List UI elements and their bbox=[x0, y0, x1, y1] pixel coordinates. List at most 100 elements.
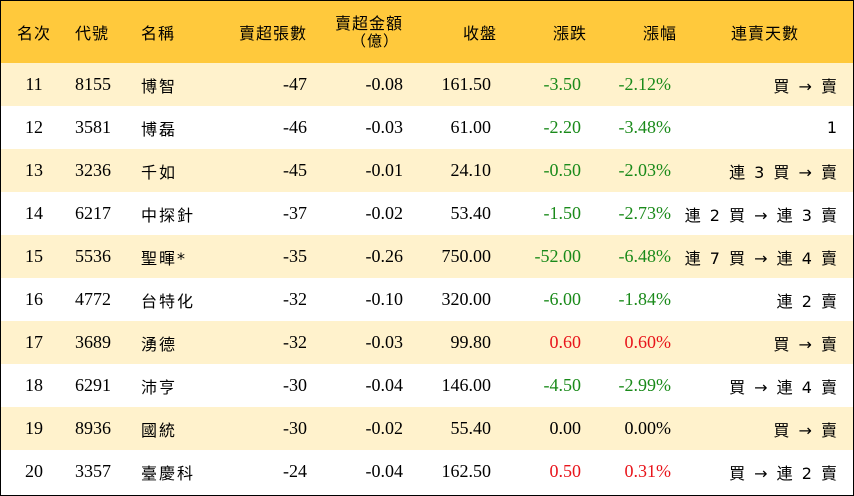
cell-net-sell-lots: -30 bbox=[283, 375, 307, 395]
cell-stock-name: 臺慶科 bbox=[141, 463, 196, 483]
cell-stock-name: 台特化 bbox=[141, 291, 196, 311]
cell-rank: 18 bbox=[25, 375, 43, 395]
cell-stock-code: 3689 bbox=[75, 332, 111, 352]
cell-price-change-pct: -6.48% bbox=[618, 246, 672, 266]
cell-stock-name: 中探針 bbox=[141, 205, 196, 225]
cell-price-change: -6.00 bbox=[543, 289, 582, 309]
cell-streak: 買 → 賣 bbox=[773, 420, 839, 440]
cell-price-change-pct: -2.12% bbox=[618, 74, 672, 94]
cell-streak: 買 → 賣 bbox=[773, 76, 839, 96]
cell-close-price: 146.00 bbox=[441, 375, 492, 395]
cell-streak: 連 3 買 → 賣 bbox=[729, 162, 839, 182]
cell-price-change-pct: 0.00% bbox=[624, 418, 672, 438]
cell-net-sell-amount: -0.03 bbox=[365, 117, 404, 137]
cell-net-sell-lots: -24 bbox=[283, 461, 307, 481]
cell-net-sell-amount: -0.02 bbox=[365, 203, 404, 223]
cell-price-change: 0.50 bbox=[549, 461, 582, 481]
cell-stock-code: 5536 bbox=[75, 246, 111, 266]
cell-price-change: 0.00 bbox=[549, 418, 582, 438]
cell-net-sell-lots: -35 bbox=[283, 246, 307, 266]
cell-price-change-pct: -2.03% bbox=[618, 160, 672, 180]
cell-stock-code: 4772 bbox=[75, 289, 111, 309]
table-row: 11 8155 博智 -47 -0.08 161.50 -3.50 -2.12% 買 → 賣 bbox=[1, 63, 853, 106]
table-body: 11 8155 博智 -47 -0.08 161.50 -3.50 -2.12% 買 → 賣 12… bbox=[1, 63, 853, 493]
cell-stock-name: 國統 bbox=[141, 420, 178, 440]
cell-net-sell-lots: -45 bbox=[283, 160, 307, 180]
cell-net-sell-amount: -0.26 bbox=[365, 246, 404, 266]
cell-close-price: 55.40 bbox=[450, 418, 492, 438]
cell-price-change: 0.60 bbox=[549, 332, 582, 352]
header-close: 收盤 bbox=[462, 24, 497, 43]
cell-stock-name: 沛亨 bbox=[141, 377, 178, 397]
cell-price-change-pct: -2.73% bbox=[618, 203, 672, 223]
cell-price-change: -1.50 bbox=[543, 203, 582, 223]
cell-close-price: 320.00 bbox=[441, 289, 492, 309]
cell-stock-code: 8936 bbox=[75, 418, 111, 438]
header-rank: 名次 bbox=[16, 24, 51, 43]
cell-net-sell-lots: -32 bbox=[283, 289, 307, 309]
table-row: 16 4772 台特化 -32 -0.10 320.00 -6.00 -1.84% 連 2 賣 bbox=[1, 278, 853, 321]
cell-price-change: -0.50 bbox=[543, 160, 582, 180]
cell-close-price: 99.80 bbox=[450, 332, 492, 352]
cell-rank: 15 bbox=[25, 246, 43, 266]
header-name: 名稱 bbox=[141, 24, 176, 43]
cell-net-sell-amount: -0.02 bbox=[365, 418, 404, 438]
cell-rank: 12 bbox=[25, 117, 43, 137]
cell-stock-code: 8155 bbox=[75, 74, 111, 94]
cell-net-sell-amount: -0.01 bbox=[365, 160, 404, 180]
cell-net-sell-amount: -0.03 bbox=[365, 332, 404, 352]
header-net-sell-amount-unit: （億） bbox=[350, 31, 399, 50]
cell-close-price: 61.00 bbox=[450, 117, 492, 137]
cell-close-price: 161.50 bbox=[441, 74, 492, 94]
cell-net-sell-amount: -0.10 bbox=[365, 289, 404, 309]
header-net-sell-amount-label: 賣超金額 bbox=[334, 13, 403, 33]
cell-net-sell-lots: -46 bbox=[283, 117, 307, 137]
cell-net-sell-amount: -0.04 bbox=[365, 375, 404, 395]
header-net-sell-lots: 賣超張數 bbox=[238, 24, 307, 43]
cell-rank: 17 bbox=[25, 332, 43, 352]
table-row: 13 3236 千如 -45 -0.01 24.10 -0.50 -2.03% 連 3 買 → … bbox=[1, 149, 853, 192]
cell-close-price: 750.00 bbox=[441, 246, 492, 266]
cell-price-change: -52.00 bbox=[534, 246, 582, 266]
cell-rank: 19 bbox=[25, 418, 43, 438]
cell-rank: 20 bbox=[25, 461, 43, 481]
cell-net-sell-lots: -30 bbox=[283, 418, 307, 438]
table-row: 20 3357 臺慶科 -24 -0.04 162.50 0.50 0.31% 買 → 連 2 … bbox=[1, 450, 853, 493]
cell-stock-code: 6291 bbox=[75, 375, 111, 395]
cell-net-sell-amount: -0.08 bbox=[365, 74, 404, 94]
table-row: 19 8936 國統 -30 -0.02 55.40 0.00 0.00% 買 → 賣 bbox=[1, 407, 853, 450]
cell-stock-code: 3581 bbox=[75, 117, 111, 137]
table-row: 12 3581 博磊 -46 -0.03 61.00 -2.20 -3.48% 1 bbox=[1, 106, 853, 149]
cell-stock-code: 3236 bbox=[75, 160, 111, 180]
cell-net-sell-amount: -0.04 bbox=[365, 461, 404, 481]
table-header-row: 名次 代號 名稱 賣超張數 賣超金額 （億） 收盤 漲跌 漲幅 連賣天數 bbox=[1, 1, 853, 63]
cell-stock-name: 千如 bbox=[141, 162, 178, 182]
cell-streak: 買 → 連 4 賣 bbox=[729, 377, 839, 397]
header-code: 代號 bbox=[75, 24, 110, 43]
table-row: 18 6291 沛亨 -30 -0.04 146.00 -4.50 -2.99% 買 → 連 4… bbox=[1, 364, 853, 407]
cell-net-sell-lots: -32 bbox=[283, 332, 307, 352]
cell-price-change-pct: -3.48% bbox=[618, 117, 672, 137]
cell-streak: 連 2 賣 bbox=[776, 291, 839, 311]
cell-rank: 11 bbox=[25, 74, 43, 94]
cell-streak: 連 2 買 → 連 3 賣 bbox=[684, 205, 839, 225]
cell-rank: 14 bbox=[25, 203, 43, 223]
cell-price-change: -3.50 bbox=[543, 74, 582, 94]
cell-rank: 16 bbox=[25, 289, 43, 309]
cell-stock-name: 聖暉* bbox=[141, 248, 188, 268]
cell-rank: 13 bbox=[25, 160, 43, 180]
table-row: 15 5536 聖暉* -35 -0.26 750.00 -52.00 -6.48% 連 7 買… bbox=[1, 235, 853, 278]
cell-stock-name: 湧德 bbox=[141, 334, 178, 354]
cell-close-price: 24.10 bbox=[450, 160, 492, 180]
cell-streak: 買 → 連 2 賣 bbox=[729, 463, 839, 483]
cell-stock-code: 6217 bbox=[75, 203, 111, 223]
header-streak: 連賣天數 bbox=[730, 24, 799, 43]
cell-price-change: -2.20 bbox=[543, 117, 582, 137]
cell-price-change-pct: 0.31% bbox=[624, 461, 672, 481]
cell-streak: 1 bbox=[826, 118, 839, 137]
cell-stock-name: 博磊 bbox=[141, 119, 178, 139]
cell-stock-code: 3357 bbox=[75, 461, 111, 481]
table-row: 14 6217 中探針 -37 -0.02 53.40 -1.50 -2.73% 連 2 買 →… bbox=[1, 192, 853, 235]
